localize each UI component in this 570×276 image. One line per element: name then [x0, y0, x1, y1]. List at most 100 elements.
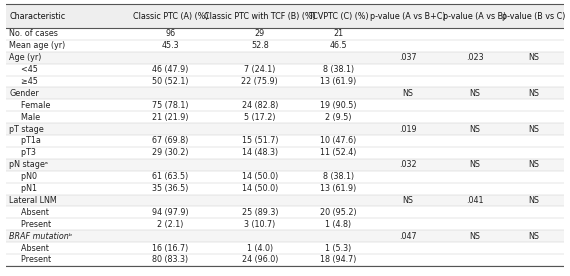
Bar: [6, 195, 564, 206]
Text: 14 (50.0): 14 (50.0): [242, 172, 278, 181]
Text: 2 (9.5): 2 (9.5): [325, 113, 351, 122]
Text: 20 (95.2): 20 (95.2): [320, 208, 356, 217]
Bar: [6, 135, 564, 147]
Text: 16 (16.7): 16 (16.7): [152, 244, 189, 253]
Text: NS: NS: [470, 124, 481, 134]
Bar: [6, 99, 564, 111]
Text: 1 (4.0): 1 (4.0): [247, 244, 273, 253]
Text: Characteristic: Characteristic: [9, 12, 66, 20]
Text: 11 (52.4): 11 (52.4): [320, 148, 356, 157]
Text: NS: NS: [528, 232, 539, 241]
Text: 29 (30.2): 29 (30.2): [152, 148, 189, 157]
Bar: [6, 218, 564, 230]
Bar: [6, 242, 564, 254]
Text: 24 (96.0): 24 (96.0): [242, 256, 278, 264]
Text: 46.5: 46.5: [329, 41, 347, 50]
Text: NS: NS: [470, 89, 481, 98]
Text: NS: NS: [528, 196, 539, 205]
Text: 15 (51.7): 15 (51.7): [242, 136, 278, 145]
Text: 75 (78.1): 75 (78.1): [152, 101, 189, 110]
Text: Gender: Gender: [9, 89, 39, 98]
Text: 13 (61.9): 13 (61.9): [320, 184, 356, 193]
Text: pN0: pN0: [16, 172, 36, 181]
Text: Absent: Absent: [16, 208, 48, 217]
Text: No. of cases: No. of cases: [9, 29, 58, 38]
Text: 8 (38.1): 8 (38.1): [323, 65, 353, 74]
Text: 3 (10.7): 3 (10.7): [244, 220, 275, 229]
Text: Absent: Absent: [16, 244, 48, 253]
Text: 8 (38.1): 8 (38.1): [323, 172, 353, 181]
Text: 5 (17.2): 5 (17.2): [244, 113, 276, 122]
Text: 94 (97.9): 94 (97.9): [152, 208, 189, 217]
Text: 2 (2.1): 2 (2.1): [157, 220, 184, 229]
Text: Age (yr): Age (yr): [9, 53, 42, 62]
Bar: [6, 183, 564, 195]
Bar: [6, 4, 564, 28]
Text: 10 (47.6): 10 (47.6): [320, 136, 356, 145]
Text: p-value (A vs B+C): p-value (A vs B+C): [370, 12, 446, 20]
Bar: [6, 87, 564, 99]
Text: NS: NS: [402, 89, 413, 98]
Text: Mean age (yr): Mean age (yr): [9, 41, 66, 50]
Text: 1 (4.8): 1 (4.8): [325, 220, 351, 229]
Bar: [6, 111, 564, 123]
Text: .019: .019: [399, 124, 417, 134]
Text: p-value (A vs B): p-value (A vs B): [443, 12, 507, 20]
Bar: [6, 206, 564, 218]
Text: 35 (36.5): 35 (36.5): [152, 184, 189, 193]
Text: NS: NS: [528, 124, 539, 134]
Text: .032: .032: [399, 160, 417, 169]
Text: .047: .047: [399, 232, 417, 241]
Text: NS: NS: [470, 160, 481, 169]
Text: 21 (21.9): 21 (21.9): [152, 113, 189, 122]
Text: 46 (47.9): 46 (47.9): [152, 65, 189, 74]
Bar: [6, 147, 564, 159]
Text: NS: NS: [528, 160, 539, 169]
Bar: [6, 254, 564, 266]
Text: 50 (52.1): 50 (52.1): [152, 77, 189, 86]
Bar: [6, 40, 564, 52]
Text: pT1a: pT1a: [16, 136, 40, 145]
Text: .023: .023: [466, 53, 484, 62]
Text: Present: Present: [16, 256, 51, 264]
Bar: [6, 63, 564, 76]
Text: Male: Male: [16, 113, 40, 122]
Text: 14 (50.0): 14 (50.0): [242, 184, 278, 193]
Text: Classic PTC (A) (%): Classic PTC (A) (%): [133, 12, 208, 20]
Bar: [6, 159, 564, 171]
Text: pN stageᵃ: pN stageᵃ: [9, 160, 48, 169]
Text: 13 (61.9): 13 (61.9): [320, 77, 356, 86]
Text: ≥45: ≥45: [16, 77, 38, 86]
Text: .037: .037: [399, 53, 417, 62]
Text: pT3: pT3: [16, 148, 36, 157]
Text: NS: NS: [402, 196, 413, 205]
Text: 25 (89.3): 25 (89.3): [242, 208, 278, 217]
Bar: [6, 28, 564, 40]
Text: 61 (63.5): 61 (63.5): [152, 172, 189, 181]
Text: 21: 21: [333, 29, 343, 38]
Text: Classic PTC with TCF (B) (%): Classic PTC with TCF (B) (%): [204, 12, 316, 20]
Text: Present: Present: [16, 220, 51, 229]
Text: 24 (82.8): 24 (82.8): [242, 101, 278, 110]
Text: pN1: pN1: [16, 184, 36, 193]
Bar: [6, 52, 564, 63]
Bar: [6, 230, 564, 242]
Text: NS: NS: [528, 53, 539, 62]
Text: NS: NS: [528, 89, 539, 98]
Text: NS: NS: [470, 232, 481, 241]
Text: 18 (94.7): 18 (94.7): [320, 256, 356, 264]
Text: 22 (75.9): 22 (75.9): [242, 77, 278, 86]
Text: <45: <45: [16, 65, 38, 74]
Text: 1 (5.3): 1 (5.3): [325, 244, 351, 253]
Text: TCVPTC (C) (%): TCVPTC (C) (%): [308, 12, 368, 20]
Text: .041: .041: [466, 196, 484, 205]
Text: 14 (48.3): 14 (48.3): [242, 148, 278, 157]
Bar: [6, 123, 564, 135]
Text: Female: Female: [16, 101, 50, 110]
Text: Lateral LNM: Lateral LNM: [9, 196, 57, 205]
Text: 52.8: 52.8: [251, 41, 268, 50]
Text: 67 (69.8): 67 (69.8): [152, 136, 189, 145]
Text: BRAF mutationᵇ: BRAF mutationᵇ: [9, 232, 72, 241]
Bar: [6, 76, 564, 87]
Text: 29: 29: [255, 29, 265, 38]
